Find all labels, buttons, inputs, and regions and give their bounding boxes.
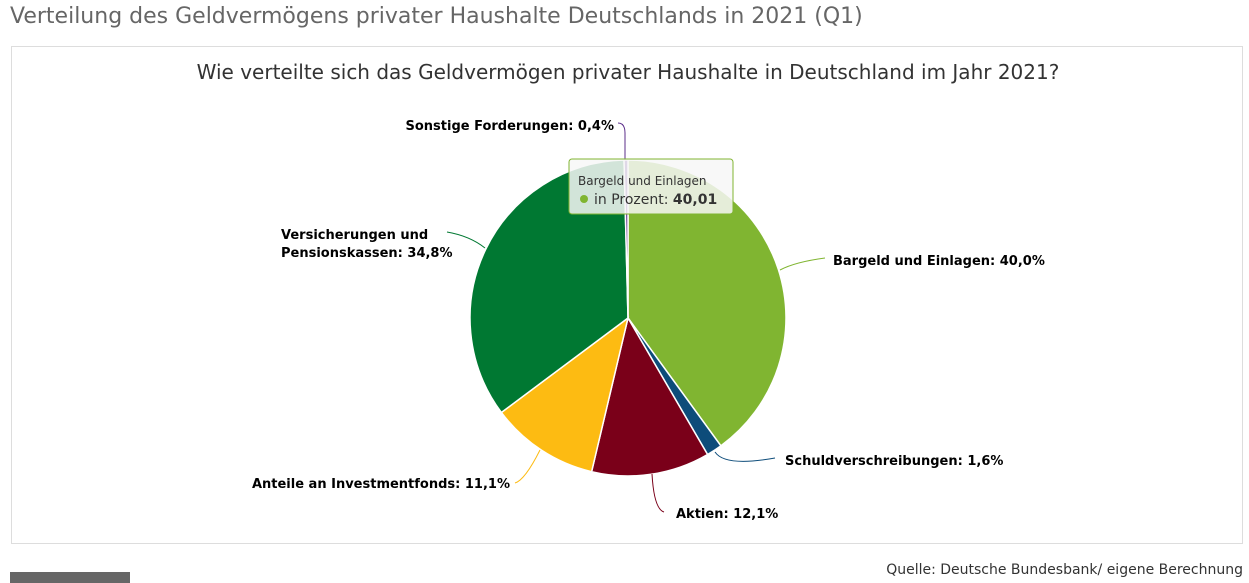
connector-versicherung <box>446 231 486 249</box>
label-investment: Anteile an Investmentfonds: 11,1% <box>252 477 510 492</box>
label-schuld: Schuldverschreibungen: 1,6% <box>785 454 1003 469</box>
connector-schuld <box>714 451 776 462</box>
label-bargeld: Bargeld und Einlagen: 40,0% <box>833 254 1045 269</box>
tooltip-marker <box>580 195 588 203</box>
pie-slice-anteile-an-investmentfonds[interactable] <box>500 316 630 473</box>
pie-slice-aktien[interactable] <box>590 316 709 477</box>
connector-bargeld <box>779 257 826 271</box>
scroll-bar <box>10 572 130 583</box>
tooltip-title: Bargeld und Einlagen <box>578 174 707 188</box>
chart-title: Wie verteilte sich das Geldvermögen priv… <box>197 60 1060 84</box>
label-versicherung-1: Versicherungen und <box>281 228 428 243</box>
svg-text:in Prozent: 40,01: in Prozent: 40,01 <box>594 192 717 208</box>
tooltip-series: in Prozent: <box>594 192 673 208</box>
label-versicherung-2: Pensionskassen: 34,8% <box>281 246 453 261</box>
source-note: Quelle: Deutsche Bundesbank/ eigene Bere… <box>886 562 1243 578</box>
connector-investment <box>514 449 541 484</box>
chart-container <box>11 46 1243 544</box>
tooltip-value: 40,01 <box>673 192 717 208</box>
connector-sonstige <box>617 122 626 160</box>
connector-aktien <box>651 473 665 513</box>
page-title: Verteilung des Geldvermögens privater Ha… <box>10 4 863 29</box>
label-aktien: Aktien: 12,1% <box>676 507 778 522</box>
label-sonstige: Sonstige Forderungen: 0,4% <box>405 119 614 134</box>
tooltip: Bargeld und Einlagen in Prozent: 40,01 <box>568 158 734 215</box>
